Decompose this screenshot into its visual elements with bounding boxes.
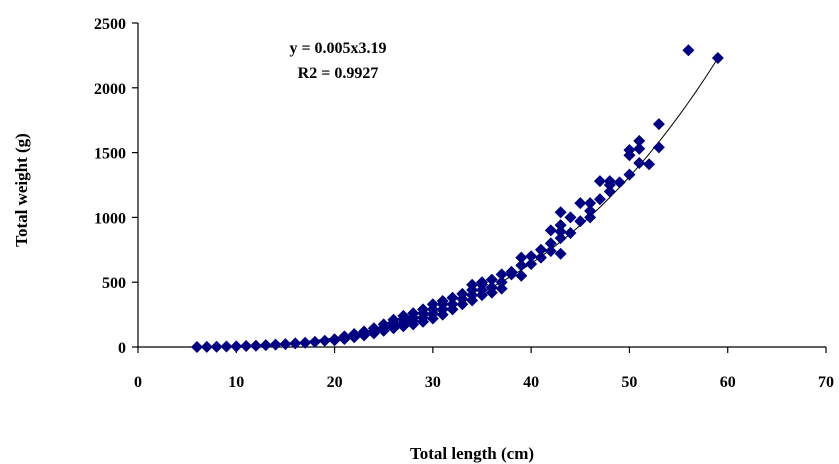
data-point <box>299 336 312 349</box>
data-point <box>623 168 636 181</box>
data-point <box>593 175 606 188</box>
data-point <box>446 291 459 304</box>
data-point <box>515 269 528 282</box>
data-point <box>652 118 665 131</box>
data-point <box>190 341 203 353</box>
x-tick-label: 60 <box>720 374 736 391</box>
trendline-equation: y = 0.005x3.19 <box>289 40 386 57</box>
data-point <box>436 294 449 307</box>
data-point <box>643 158 656 171</box>
data-point <box>328 333 341 346</box>
x-tick-label: 40 <box>523 374 539 391</box>
data-point <box>407 307 420 320</box>
data-point <box>584 197 597 210</box>
data-point <box>515 251 528 264</box>
data-point <box>544 237 557 250</box>
data-point <box>279 338 292 351</box>
data-point <box>200 340 213 353</box>
data-point <box>426 298 439 311</box>
data-point <box>554 247 567 260</box>
data-point <box>259 339 272 352</box>
data-point <box>525 258 538 271</box>
data-point <box>485 273 498 286</box>
data-point <box>466 278 479 291</box>
x-tick-label: 30 <box>425 374 441 391</box>
data-point <box>682 44 695 57</box>
x-tick-label: 70 <box>818 374 834 391</box>
data-point <box>544 245 557 258</box>
data-point <box>584 211 597 224</box>
y-tick-label: 0 <box>118 340 126 357</box>
data-point <box>367 322 380 335</box>
data-point <box>534 251 547 264</box>
r-squared-label: R2 = 0.9927 <box>298 65 379 82</box>
y-tick-label: 1500 <box>94 146 126 163</box>
data-point <box>574 197 587 210</box>
data-point <box>417 303 430 316</box>
x-tick-label: 50 <box>621 374 637 391</box>
data-point <box>564 211 577 224</box>
data-point <box>554 225 567 238</box>
data-point <box>495 282 508 295</box>
x-tick-label: 10 <box>228 374 244 391</box>
data-point <box>358 325 371 338</box>
data-point <box>495 276 508 289</box>
data-point <box>318 334 331 347</box>
data-point <box>603 175 616 188</box>
data-point <box>633 142 646 155</box>
data-point <box>564 226 577 239</box>
data-point <box>554 232 567 245</box>
data-point <box>289 337 302 350</box>
data-point <box>230 340 243 353</box>
data-point <box>240 339 253 352</box>
y-tick-label: 1000 <box>94 210 126 227</box>
data-point <box>623 144 636 157</box>
data-point <box>584 204 597 217</box>
data-point <box>308 335 321 348</box>
y-tick-label: 2000 <box>94 81 126 98</box>
data-point <box>338 330 351 343</box>
data-point <box>711 51 724 64</box>
y-axis-title: Total weight (g) <box>12 133 31 247</box>
data-point <box>515 259 528 272</box>
data-point <box>613 176 626 189</box>
y-tick-label: 500 <box>102 275 126 292</box>
data-point <box>220 340 233 353</box>
data-point <box>525 250 538 263</box>
data-point <box>652 141 665 154</box>
data-point <box>210 340 223 353</box>
data-points <box>190 44 724 353</box>
data-point <box>249 339 262 352</box>
data-point <box>633 134 646 147</box>
data-point <box>397 309 410 322</box>
data-point <box>603 185 616 198</box>
data-point <box>387 313 400 326</box>
data-point <box>574 215 587 228</box>
data-point <box>446 298 459 311</box>
x-axis-title: Total length (cm) <box>410 444 534 463</box>
axes <box>132 22 827 353</box>
data-point <box>348 328 361 341</box>
y-tick-label: 2500 <box>94 16 126 33</box>
data-point <box>495 268 508 281</box>
data-point <box>485 281 498 294</box>
data-point <box>544 224 557 237</box>
data-point <box>377 318 390 331</box>
tick-labels: 0 10 20 30 40 50 60 70 0 500 1000 1500 2000 2500 <box>94 16 834 391</box>
x-tick-label: 0 <box>134 374 142 391</box>
data-point <box>476 276 488 289</box>
data-point <box>593 193 606 206</box>
data-point <box>633 156 646 169</box>
data-point <box>554 206 567 219</box>
data-point <box>269 338 282 351</box>
data-point <box>505 265 518 278</box>
x-tick-label: 20 <box>327 374 343 391</box>
data-point <box>554 219 567 232</box>
data-point <box>534 243 547 256</box>
data-point <box>456 287 469 300</box>
